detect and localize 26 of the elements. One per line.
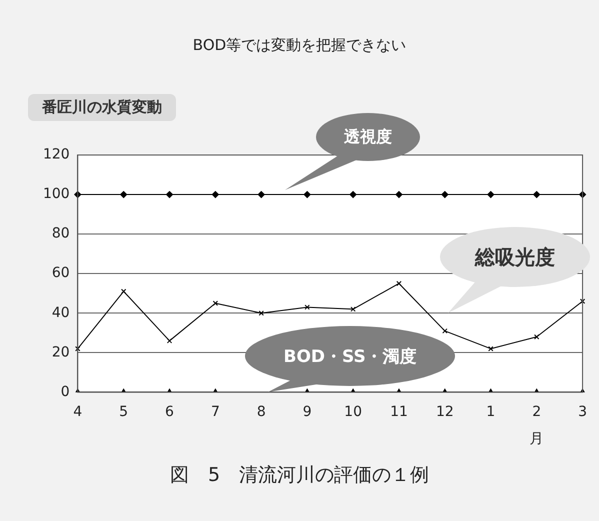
series-label: 総吸光度 [475, 244, 555, 270]
series-label: BOD・SS・濁度 [284, 346, 417, 368]
x-tick-label: 6 [165, 404, 174, 420]
x-tick-label: 7 [210, 404, 220, 420]
text: 透視度 [344, 126, 392, 148]
y-tick-label: 120 [42, 146, 70, 163]
x-tick-label: 10 [344, 404, 362, 420]
x-tick-label: 2 [532, 404, 542, 420]
x-tick-label: 3 [578, 404, 588, 420]
y-tick-label: 80 [52, 226, 70, 242]
x-tick-label: 11 [390, 404, 408, 420]
y-tick-label: 60 [52, 265, 70, 282]
x-tick-label: 4 [73, 404, 82, 420]
y-tick-label: 0 [60, 384, 70, 400]
y-tick-label: 40 [52, 304, 70, 321]
x-tick-label: 9 [302, 404, 312, 420]
chart-title: BOD等では変動を把握できない [192, 36, 408, 55]
y-tick-label: 20 [52, 344, 70, 360]
caption: 図 5 清流河川の評価の１例 [168, 463, 430, 488]
x-axis-title: 月 [530, 430, 544, 448]
x-tick-label: 8 [256, 404, 266, 420]
x-tick-label: 12 [436, 404, 454, 420]
x-tick-label: 5 [119, 404, 128, 420]
x-tick-label: 1 [486, 404, 496, 420]
chart-subtitle: 番匠川の水質変動 [28, 94, 176, 121]
y-tick-label: 100 [42, 186, 70, 202]
